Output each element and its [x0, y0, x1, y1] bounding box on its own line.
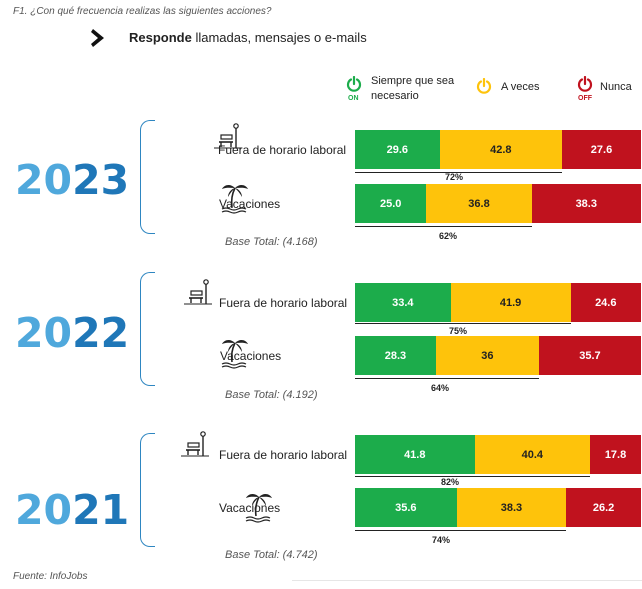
question-text: F1. ¿Con qué frecuencia realizas las sig…	[13, 6, 272, 17]
sum-bracket-line	[355, 476, 591, 477]
bar-segment-nunca: 35.7	[538, 336, 641, 375]
legend-label-always: Siempre que sea necesario	[371, 75, 455, 102]
sum-bracket-line	[355, 378, 539, 379]
bar-row: 33.4 41.9 24.6	[355, 283, 641, 322]
year-prefix: 20	[15, 156, 73, 204]
bar-row: 29.6 42.8 27.6	[355, 130, 641, 169]
bar-segment-a-veces: 41.9	[450, 283, 571, 322]
bar-segment-nunca: 24.6	[570, 283, 641, 322]
bar-segment-nunca: 27.6	[562, 130, 641, 169]
bar-row: 35.6 38.3 26.2	[355, 488, 641, 527]
row-label-fuera: Fuera de horario laboral	[218, 143, 347, 157]
year-label: 2023	[15, 156, 129, 204]
chevron-right-icon	[91, 29, 104, 47]
legend-label-sometimes: A veces	[501, 81, 540, 93]
row-label-fuera: Fuera de horario laboral	[219, 448, 348, 462]
bar-row: 25.0 36.8 38.3	[355, 184, 641, 223]
sum-label: 64%	[431, 383, 450, 393]
bar-segment-siempre: 35.6	[355, 488, 457, 527]
year-suffix: 21	[72, 486, 130, 534]
bar-row: 41.8 40.4 17.8	[355, 435, 641, 474]
footer-divider	[292, 580, 642, 581]
sum-label: 82%	[441, 477, 460, 487]
palm-beach-icon	[245, 494, 272, 523]
year-suffix: 22	[72, 309, 130, 357]
sum-label: 75%	[449, 326, 468, 336]
palm-beach-icon	[221, 185, 248, 214]
bar-segment-siempre: 33.4	[355, 283, 451, 322]
year-label: 2021	[15, 486, 129, 534]
bar-segment-a-veces: 42.8	[439, 130, 563, 169]
legend-label-never: Nunca	[600, 81, 632, 93]
year-prefix: 20	[15, 486, 73, 534]
bar-segment-siempre: 41.8	[355, 435, 475, 474]
bar-segment-a-veces: 36.8	[426, 184, 532, 223]
power-icon	[476, 78, 492, 94]
source-note: Fuente: InfoJobs	[13, 571, 88, 582]
bar-segment-a-veces: 40.4	[474, 435, 591, 474]
sum-label: 74%	[432, 535, 451, 545]
bar-segment-nunca: 26.2	[566, 488, 641, 527]
group-bracket	[140, 272, 155, 386]
bar-segment-nunca: 17.8	[590, 435, 641, 474]
subtitle-bold: Responde	[129, 30, 192, 45]
power-on-icon	[346, 76, 362, 92]
group-bracket	[140, 433, 155, 547]
sum-bracket-line	[355, 172, 563, 173]
year-prefix: 20	[15, 309, 73, 357]
base-total: Base Total: (4.168)	[225, 236, 318, 248]
group-bracket	[140, 120, 155, 234]
row-label-fuera: Fuera de horario laboral	[219, 296, 348, 310]
bar-segment-siempre: 25.0	[355, 184, 427, 223]
sum-label: 72%	[445, 172, 464, 182]
bar-segment-a-veces: 38.3	[456, 488, 567, 527]
row-label-vacaciones: Vacaciones	[220, 349, 282, 363]
base-total: Base Total: (4.742)	[225, 549, 318, 561]
sum-label: 62%	[439, 231, 458, 241]
bench-lamp-icon	[181, 431, 209, 457]
sum-bracket-line	[355, 323, 571, 324]
year-label: 2022	[15, 309, 129, 357]
subtitle-rest: llamadas, mensajes o e-mails	[191, 30, 367, 45]
power-off-icon	[577, 76, 593, 92]
sum-bracket-line	[355, 530, 567, 531]
sum-bracket-line	[355, 226, 532, 227]
legend-on-state: ON	[348, 95, 359, 102]
row-label-vacaciones: Vacaciones	[219, 501, 281, 515]
bar-segment-a-veces: 36	[435, 336, 539, 375]
bar-segment-siempre: 29.6	[355, 130, 440, 169]
bar-segment-siempre: 28.3	[355, 336, 436, 375]
legend-off-state: OFF	[578, 95, 592, 102]
palm-beach-icon	[221, 340, 248, 369]
bar-row: 28.3 36 35.7	[355, 336, 641, 375]
bench-lamp-icon	[214, 123, 242, 149]
base-total: Base Total: (4.192)	[225, 389, 318, 401]
year-suffix: 23	[72, 156, 130, 204]
row-label-vacaciones: Vacaciones	[219, 197, 281, 211]
bar-segment-nunca: 38.3	[531, 184, 641, 223]
chart-subtitle: Responde llamadas, mensajes o e-mails	[129, 30, 367, 45]
bench-lamp-icon	[184, 279, 212, 305]
